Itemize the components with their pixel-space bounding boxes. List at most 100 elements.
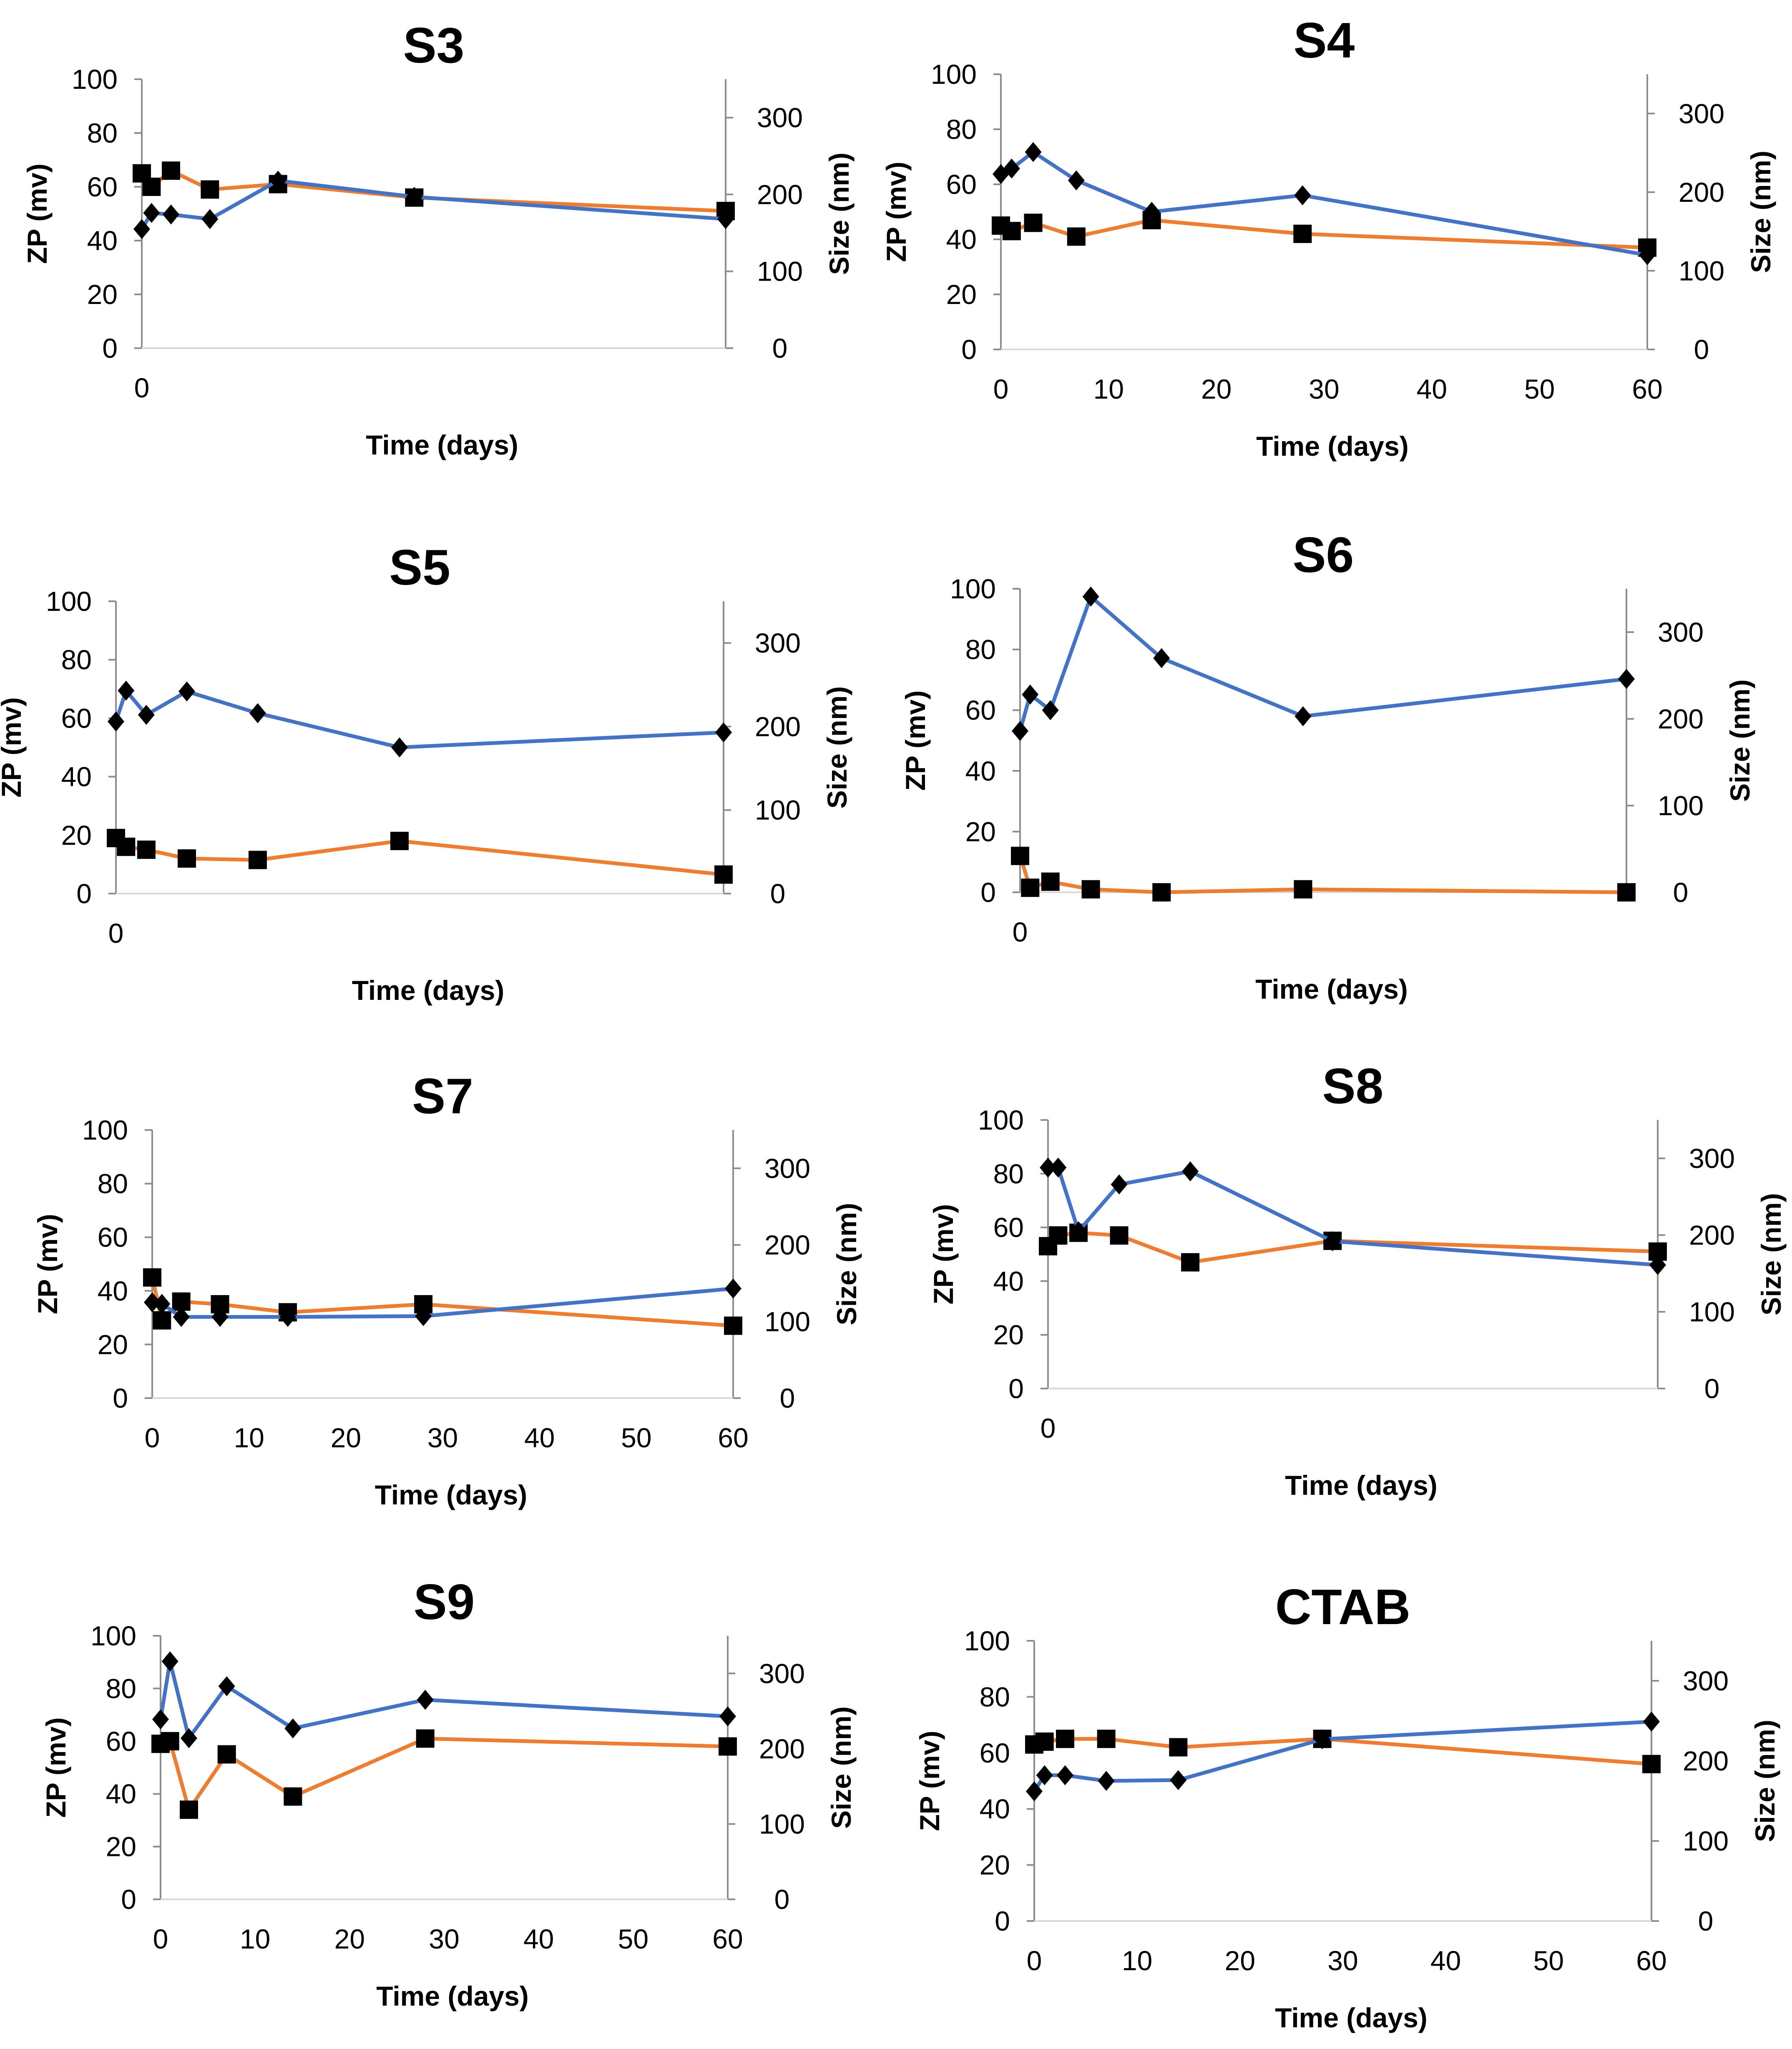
data-point-square (719, 1737, 737, 1756)
right-tick-label: 0 (1694, 334, 1709, 365)
data-point-square (1169, 1738, 1188, 1757)
left-tick-label: 80 (61, 644, 92, 675)
data-point-diamond (1040, 1158, 1056, 1178)
x-tick-label: 60 (1636, 1945, 1666, 1976)
right-tick-label: 200 (1679, 177, 1724, 208)
data-point-square (117, 837, 136, 856)
data-point-diamond (118, 680, 135, 701)
series-size (152, 1651, 736, 1748)
data-point-square (143, 1268, 161, 1287)
data-point-square (1002, 222, 1021, 241)
data-point-diamond (1042, 700, 1059, 721)
left-tick-label: 60 (946, 169, 977, 200)
left-tick-label: 0 (102, 333, 118, 364)
left-axis-title: ZP (mv) (881, 162, 912, 262)
series-size (1026, 1711, 1660, 1801)
left-tick-label: 0 (121, 1884, 136, 1915)
data-point-diamond (138, 705, 155, 725)
data-point-diamond (218, 1676, 235, 1696)
data-point-diamond (1050, 1158, 1067, 1178)
x-tick-label: 0 (1013, 917, 1028, 947)
right-tick-label: 200 (757, 179, 803, 210)
left-tick-label: 100 (964, 1625, 1010, 1656)
data-point-square (142, 178, 161, 196)
x-tick-label: 20 (1225, 1945, 1255, 1976)
x-axis-title: Time (days) (1256, 431, 1409, 462)
right-axis-title: Size (nm) (826, 1706, 857, 1828)
left-tick-label: 60 (87, 171, 118, 202)
chart-s6: 0 20 40 60 80 100 0 100 200 300 0 S6 Time (days) ZP (… (900, 527, 1755, 1004)
right-axis-title: Size (nm) (822, 686, 852, 809)
left-tick-label: 80 (946, 114, 977, 145)
right-axis-title: Size (nm) (1749, 1720, 1780, 1842)
left-tick-label: 60 (61, 703, 92, 733)
data-point-diamond (163, 204, 179, 225)
left-tick-label: 40 (106, 1778, 136, 1809)
left-tick-label: 0 (113, 1383, 128, 1414)
left-tick-label: 100 (72, 64, 118, 95)
right-tick-label: 300 (755, 628, 801, 658)
left-tick-label: 40 (965, 756, 996, 786)
right-tick-label: 300 (1689, 1143, 1735, 1174)
left-tick-label: 60 (106, 1726, 136, 1757)
data-point-diamond (1036, 1765, 1053, 1785)
x-tick-label: 40 (1430, 1945, 1461, 1976)
x-tick-label: 30 (1327, 1945, 1358, 1976)
data-point-square (1035, 1732, 1054, 1751)
data-point-square (217, 1745, 236, 1764)
right-tick-label: 100 (755, 795, 801, 826)
left-tick-label: 20 (106, 1831, 136, 1862)
left-axis-title: ZP (mv) (32, 1214, 63, 1314)
data-point-diamond (1649, 1255, 1666, 1275)
right-axis-title: Size (nm) (1756, 1193, 1787, 1315)
series-zp (992, 211, 1656, 257)
left-tick-label: 0 (980, 877, 996, 908)
data-point-diamond (1618, 669, 1635, 689)
left-tick-label: 80 (106, 1673, 136, 1704)
data-point-diamond (725, 1278, 741, 1299)
right-tick-label: 200 (1658, 703, 1704, 734)
data-point-square (1081, 880, 1100, 899)
data-point-diamond (1098, 1771, 1115, 1791)
right-tick-label: 0 (770, 878, 786, 909)
left-axis-title: ZP (mv) (900, 691, 931, 791)
data-point-square (1097, 1730, 1116, 1748)
data-point-diamond (153, 1294, 171, 1314)
right-axis-title: Size (nm) (1724, 679, 1755, 801)
x-axis-title: Time (days) (1275, 2002, 1428, 2033)
data-point-diamond (1143, 202, 1160, 222)
data-point-square (153, 1311, 171, 1330)
data-point-square (724, 1316, 742, 1335)
right-axis-title: Size (nm) (824, 153, 855, 275)
data-point-diamond (1170, 1770, 1187, 1790)
data-point-square (1642, 1755, 1661, 1773)
series-line-size (152, 1286, 734, 1319)
chart-s5: 0 20 40 60 80 100 0 100 200 300 0 S5 Time (days) ZP (… (0, 540, 852, 1006)
left-tick-label: 40 (980, 1793, 1010, 1824)
right-tick-label: 100 (764, 1306, 810, 1337)
series-line-size (114, 688, 724, 749)
right-tick-label: 100 (1683, 1826, 1729, 1856)
left-tick-label: 100 (90, 1620, 136, 1651)
left-tick-label: 20 (980, 1850, 1010, 1881)
data-point-square (1294, 880, 1312, 899)
data-point-square (1056, 1730, 1074, 1748)
data-point-diamond (1153, 648, 1170, 668)
data-point-diamond (1314, 1729, 1331, 1750)
chart-s9: 0 20 40 60 80 100 0 100 200 300 0 10 20 30 40 50 60 S9 Tim… (40, 1574, 857, 2011)
right-tick-label: 300 (764, 1153, 810, 1184)
right-tick-label: 300 (757, 102, 803, 133)
x-tick-label: 40 (1417, 374, 1447, 404)
data-point-square (1152, 883, 1171, 901)
left-tick-label: 20 (61, 820, 92, 851)
chart-s7: 0 20 40 60 80 100 0 100 200 300 0 10 20 30 40 50 60 S7 Tim… (32, 1068, 862, 1510)
left-tick-label: 60 (980, 1738, 1010, 1768)
chart-title: S5 (389, 540, 450, 595)
right-tick-label: 200 (764, 1230, 810, 1261)
data-point-diamond (1324, 1231, 1341, 1251)
left-tick-label: 20 (965, 816, 996, 847)
right-tick-label: 0 (774, 1884, 790, 1915)
left-tick-label: 100 (978, 1105, 1024, 1135)
data-point-square (714, 865, 733, 884)
data-point-square (1021, 879, 1040, 897)
